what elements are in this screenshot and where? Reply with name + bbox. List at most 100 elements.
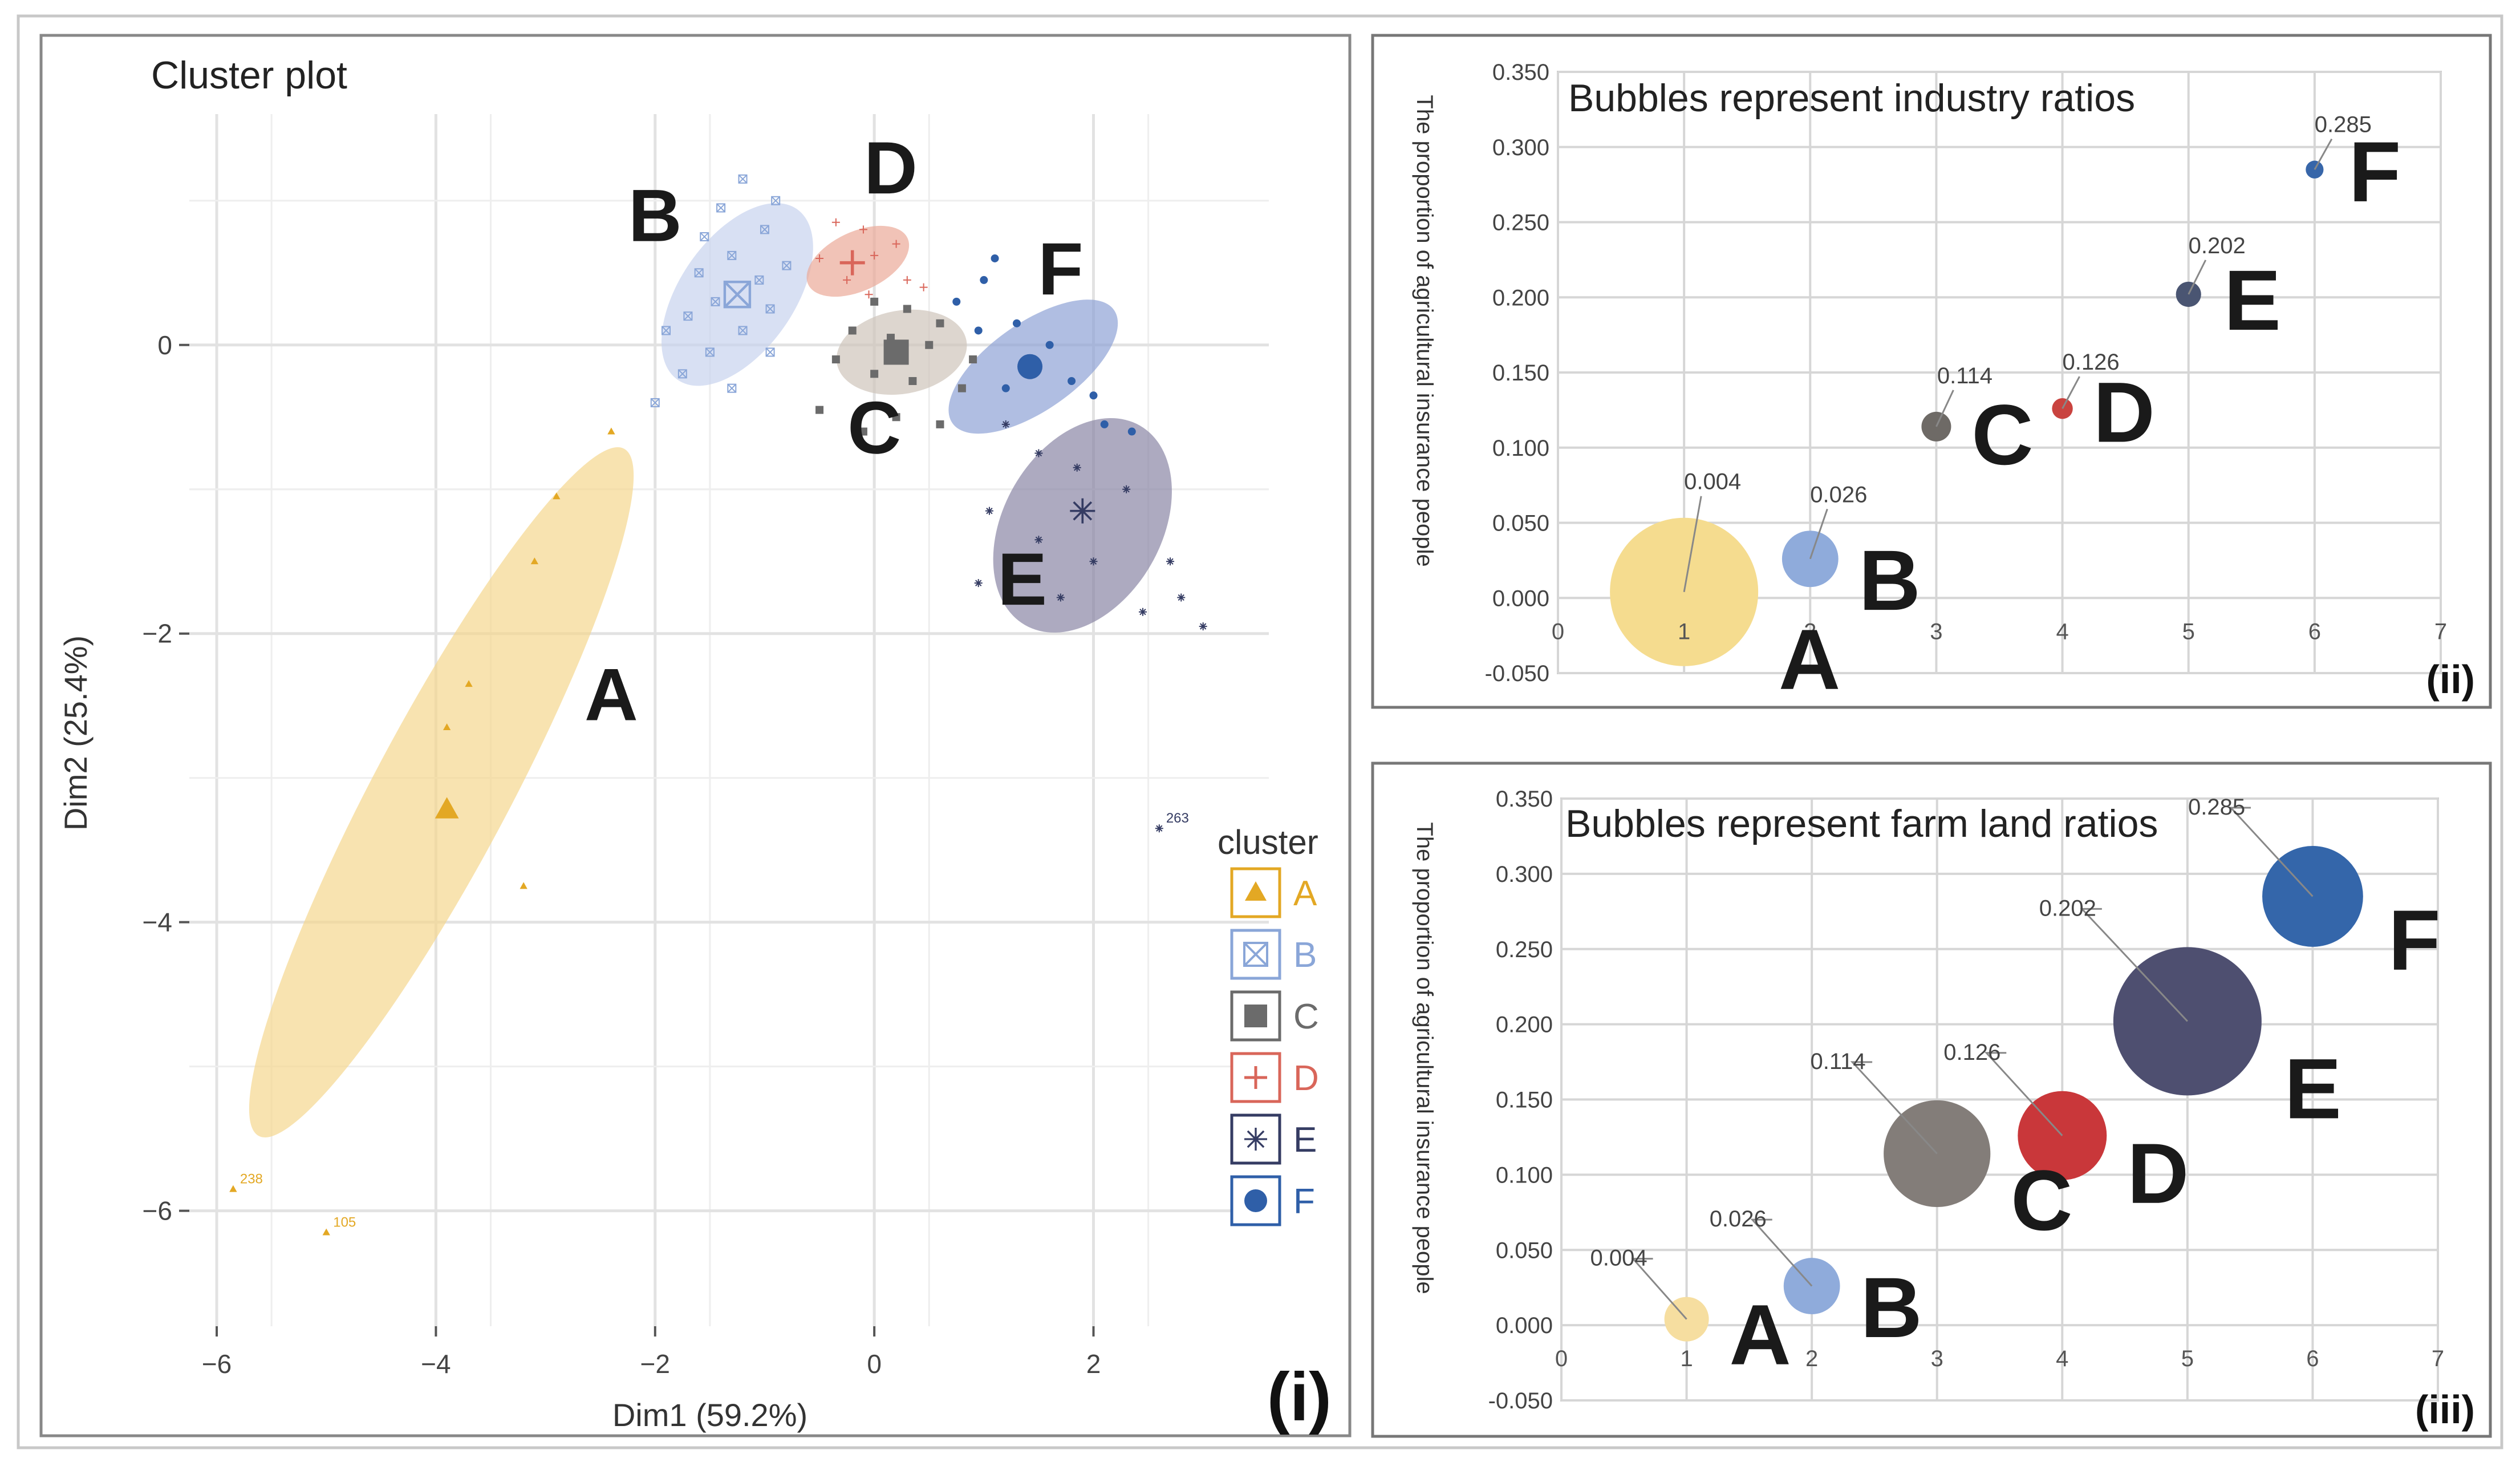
cluster-b-point <box>765 347 775 357</box>
cluster-b-point <box>677 369 687 379</box>
cluster-c-point <box>831 355 840 364</box>
cluster-b-point-cross <box>754 276 764 285</box>
cluster-a-centroid <box>435 797 459 819</box>
x-tick-label: 7 <box>2432 1346 2444 1371</box>
y-tick-label: 0.050 <box>1496 1238 1553 1263</box>
cluster-b-centroid <box>723 281 752 309</box>
y-tick-label: 0.200 <box>1492 285 1549 310</box>
outlier-label: 263 <box>1166 811 1189 826</box>
cluster-label-b: B <box>628 174 682 257</box>
leader-line-d <box>2062 376 2080 409</box>
cluster-f-point <box>1089 391 1098 400</box>
bubble-letter-b: B <box>1860 1259 1922 1355</box>
leader-line-a <box>1631 1258 1687 1320</box>
y-tick-label: 0.200 <box>1496 1013 1553 1038</box>
value-label-b: 0.026 <box>1810 482 1867 507</box>
leader-line-c <box>1850 1061 1938 1155</box>
cluster-d-point <box>903 276 911 284</box>
cluster-e-point <box>1034 449 1043 457</box>
value-label-e: 0.202 <box>2189 233 2246 258</box>
cluster-a-point <box>520 882 527 889</box>
cluster-c-point <box>925 341 934 349</box>
cluster-c-point <box>903 305 911 313</box>
x-tick-label: 6 <box>2306 1346 2319 1371</box>
cluster-d-point <box>892 240 900 248</box>
cluster-e-point <box>1138 608 1147 616</box>
cluster-label-f: F <box>1038 227 1083 310</box>
x-tick-label: 3 <box>1930 619 1942 644</box>
y-tick-label: 0.000 <box>1492 586 1549 611</box>
cluster-c-point <box>848 326 857 335</box>
legend-key-e-marker <box>1244 1128 1267 1151</box>
x-tick-label: 2 <box>1805 1346 1818 1371</box>
cluster-c-point <box>870 370 879 378</box>
cluster-e-point <box>1034 536 1043 544</box>
cluster-b-point-cross <box>727 383 737 393</box>
cluster-b-point-cross <box>771 196 780 205</box>
cluster-b-point <box>661 326 671 335</box>
legend-key-c-marker <box>1244 1005 1267 1027</box>
legend-key-b-marker <box>1243 942 1268 967</box>
cluster-a-point <box>553 492 561 500</box>
cluster-b-point-cross <box>651 398 660 407</box>
legend-label-c: C <box>1293 997 1319 1036</box>
cluster-e-centroid <box>1070 498 1095 524</box>
cluster-b-point-cross <box>711 297 720 306</box>
x-tick-label: 7 <box>2434 619 2447 644</box>
legend-label-d: D <box>1293 1059 1319 1098</box>
cluster-c-point <box>969 355 977 364</box>
bubble-letter-d: D <box>2127 1125 2189 1221</box>
bubble-letter-c: C <box>2011 1152 2072 1248</box>
cluster-b-point <box>683 311 693 321</box>
x-tick-label: 2 <box>1086 1349 1101 1379</box>
x-tick-label: 1 <box>1678 619 1690 644</box>
cluster-e-point <box>1199 622 1207 631</box>
cluster-c-centroid <box>883 339 909 365</box>
value-label-a: 0.004 <box>1684 469 1741 495</box>
cluster-b-point-cross <box>765 304 775 314</box>
cluster-label-d: D <box>864 126 918 209</box>
cluster-b-point <box>716 203 726 213</box>
cluster-e-point <box>1089 557 1098 566</box>
cluster-f-point <box>1100 420 1109 428</box>
leader-line-b <box>1809 508 1828 560</box>
cluster-b-point <box>771 196 781 205</box>
y-tick-label: 0.050 <box>1492 511 1549 536</box>
value-label-c: 0.114 <box>1937 363 1993 388</box>
cluster-b-point <box>700 232 709 242</box>
cluster-b-point-cross <box>738 326 748 335</box>
x-tick-label: −4 <box>421 1349 451 1379</box>
cluster-f-point <box>991 254 999 262</box>
cluster-f-point <box>1127 427 1136 436</box>
cluster-b-point <box>705 347 715 357</box>
cluster-c-point <box>936 319 944 327</box>
cluster-c-point <box>936 420 944 428</box>
leader-line-c <box>1935 390 1954 427</box>
y-tick-label: 0.350 <box>1492 60 1549 85</box>
cluster-f-centroid <box>1017 354 1043 379</box>
x-tick-label: −6 <box>202 1349 232 1379</box>
cluster-e-point <box>1166 557 1175 566</box>
legend-label-f: F <box>1293 1182 1315 1221</box>
y-tick-label: 0.000 <box>1496 1313 1553 1338</box>
legend-label-b: B <box>1293 935 1317 975</box>
y-tick-label: 0.100 <box>1496 1163 1553 1188</box>
cluster-e-point <box>1073 463 1081 472</box>
outlier-label: 238 <box>240 1172 263 1187</box>
bubble-letter-b: B <box>1859 532 1921 628</box>
leader-line-e <box>2188 260 2207 295</box>
value-label-e: 0.202 <box>2039 896 2096 921</box>
cluster-d-point <box>865 290 873 299</box>
cluster-a-point <box>465 680 473 687</box>
cluster-b-centroid-cross <box>724 281 751 308</box>
cluster-f-point <box>1012 319 1021 327</box>
x-tick-label: 0 <box>1552 619 1564 644</box>
x-tick-label: 0 <box>1555 1346 1568 1371</box>
cluster-b-point-cross <box>782 261 792 270</box>
x-tick-label: −2 <box>640 1349 670 1379</box>
y-tick-label: 0.150 <box>1496 1088 1553 1113</box>
cluster-label-c: C <box>847 386 901 469</box>
cluster-a-point <box>443 723 451 731</box>
